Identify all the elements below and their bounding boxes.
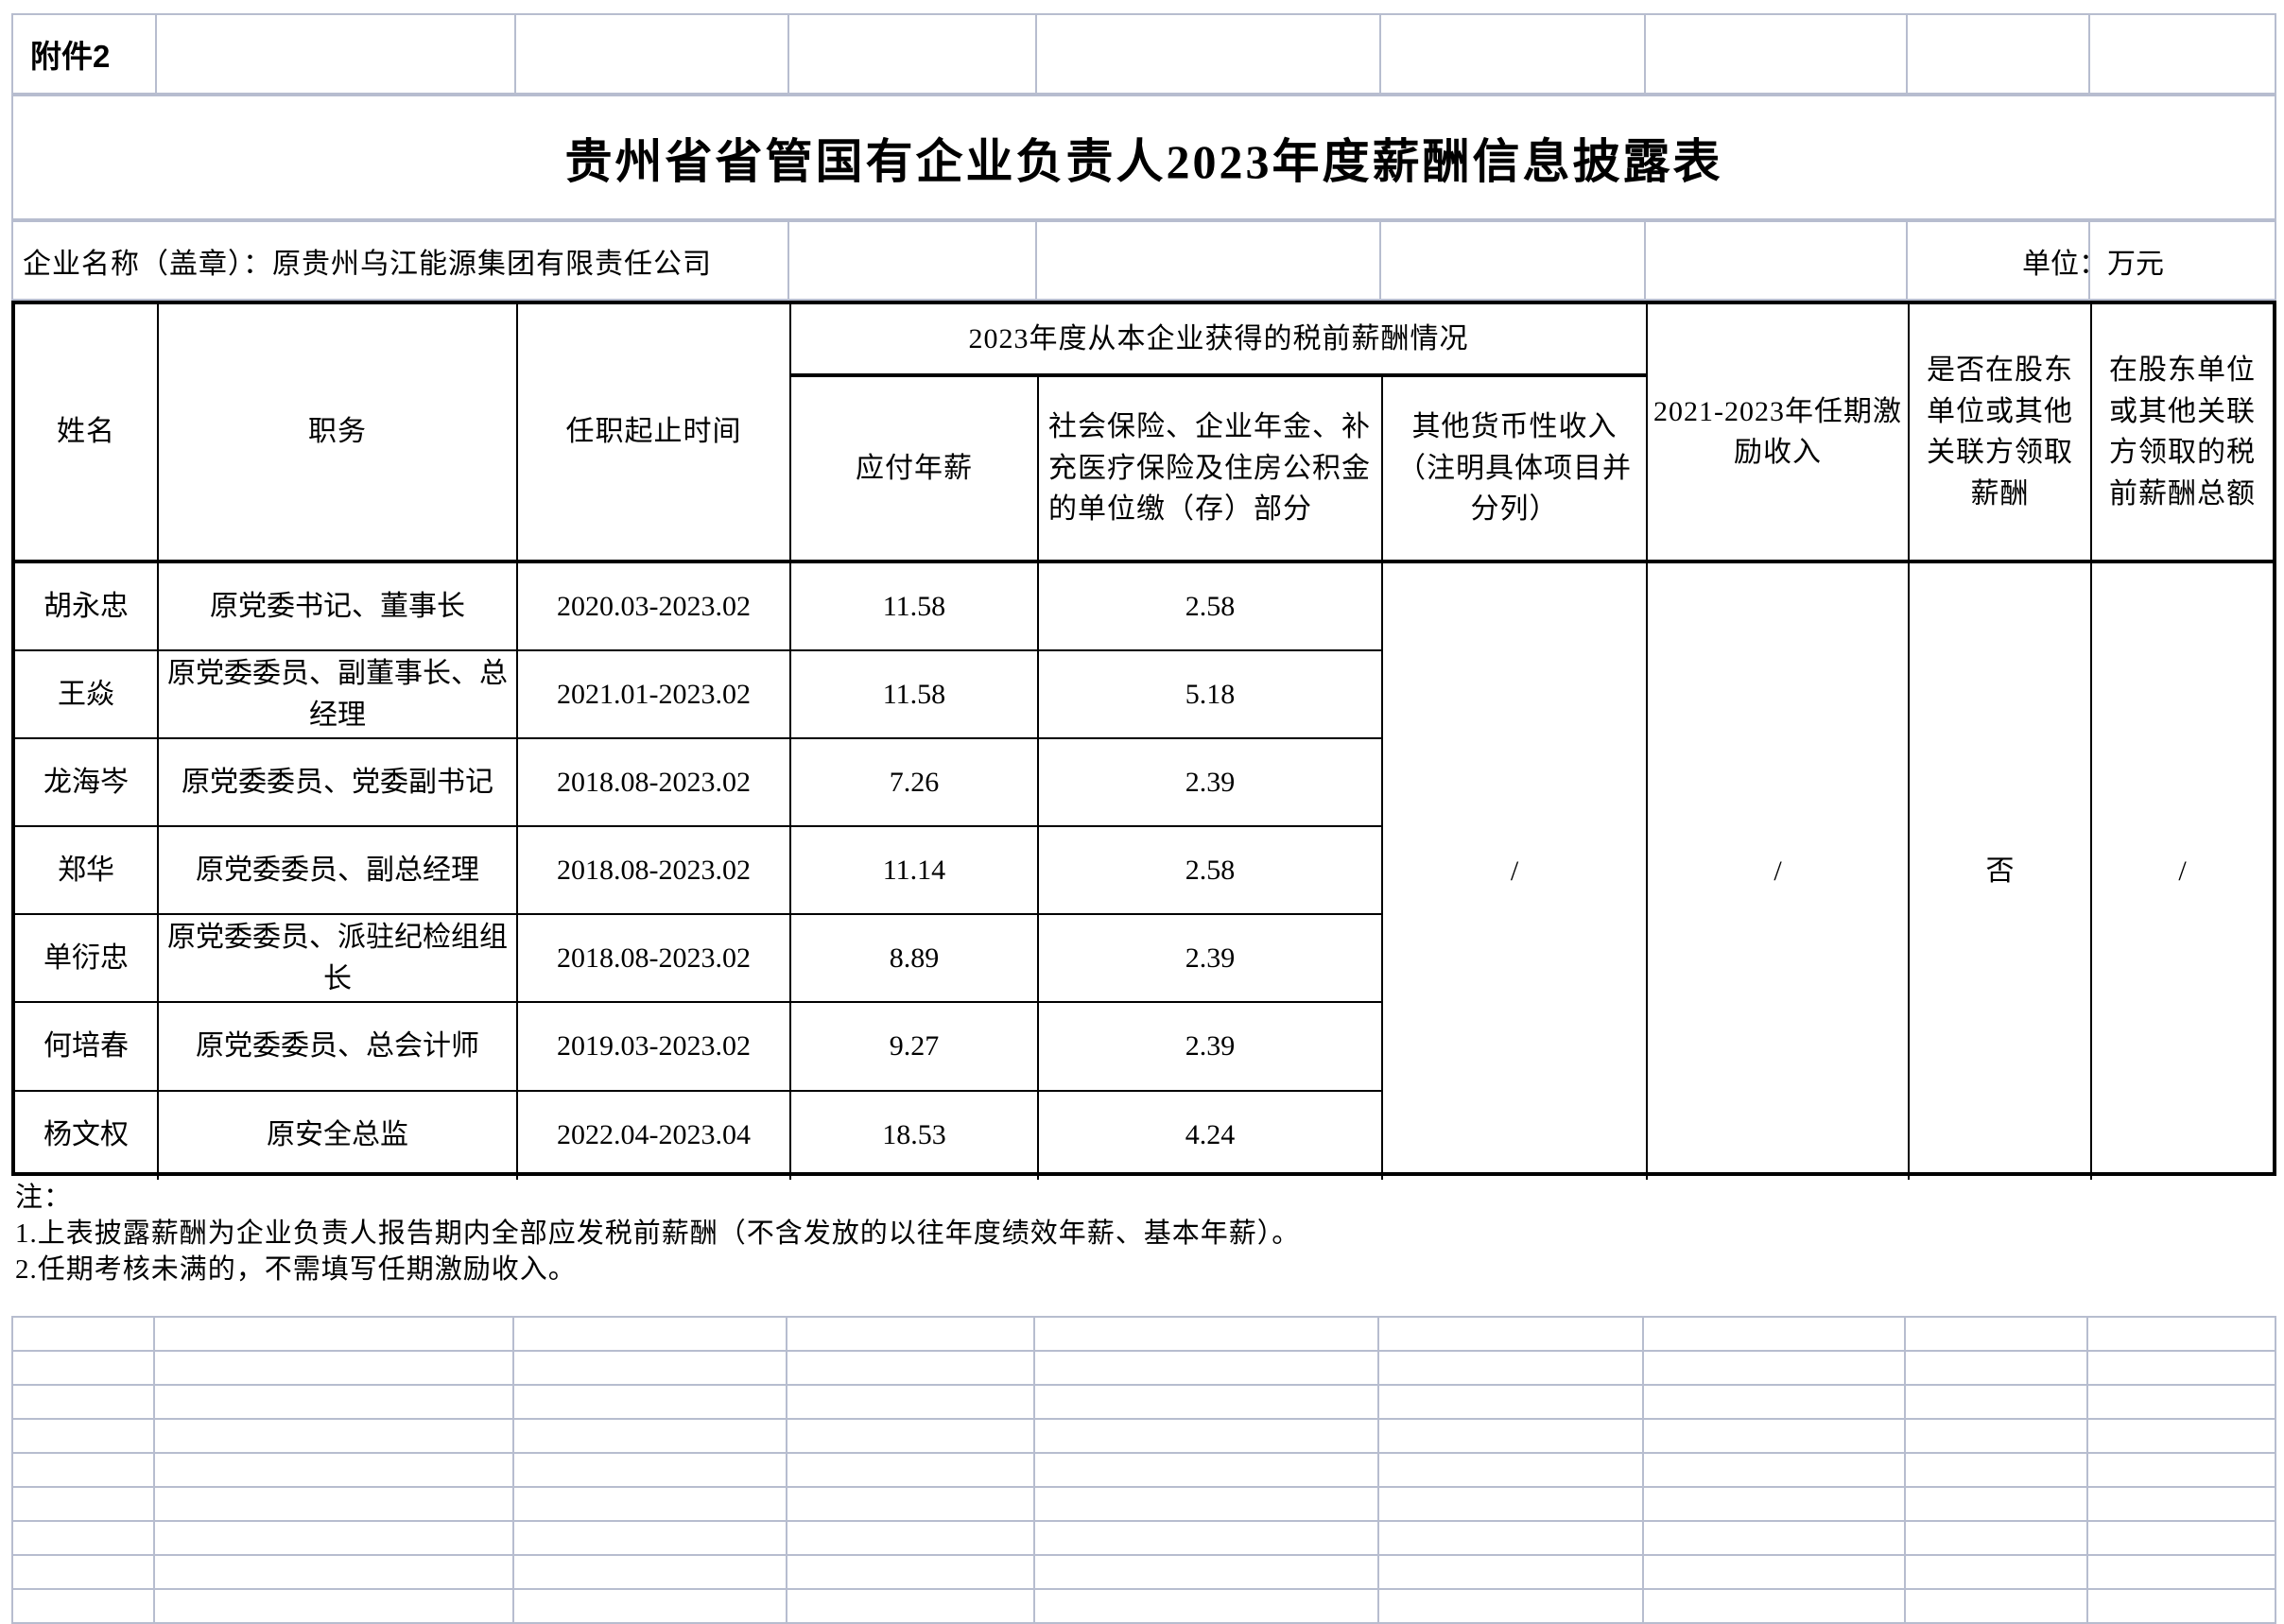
grid-line (786, 1316, 787, 1624)
cell-salary: 9.27 (791, 1003, 1039, 1092)
grid-line (155, 15, 157, 93)
notes-label: 注： (15, 1183, 73, 1213)
cell-name: 王焱 (15, 651, 159, 740)
grid-line (153, 1316, 155, 1624)
merged-incentive: / (1648, 563, 1910, 1180)
cell-salary: 7.26 (791, 739, 1039, 828)
note-line: 2.任期考核未满的，不需填写任期激励收入。 (15, 1254, 577, 1285)
cell-position: 原党委委员、派驻纪检组组长 (159, 915, 518, 1004)
header-incentive: 2021-2023年任期激励收入 (1648, 304, 1910, 563)
grid-line (1035, 15, 1037, 93)
cell-insurance: 4.24 (1039, 1091, 1383, 1180)
cell-tenure: 2018.08-2023.02 (518, 827, 791, 916)
merged-shareholder-pay: 否 (1910, 563, 2092, 1180)
cell-insurance: 2.58 (1039, 563, 1383, 652)
header-position: 职务 (159, 304, 518, 563)
grid-line (1644, 15, 1646, 93)
company-row: 企业名称（盖章）：原贵州乌江能源集团有限责任公司 单位：万元 (11, 220, 2276, 301)
grid-line (1379, 222, 1381, 299)
header-shareholder-total: 在股东单位或其他关联方领取的税前薪酬总额 (2092, 304, 2273, 563)
cell-tenure: 2022.04-2023.04 (518, 1091, 791, 1180)
cell-salary: 11.58 (791, 651, 1039, 740)
company-name-label: 企业名称（盖章）：原贵州乌江能源集团有限责任公司 (23, 248, 712, 280)
cell-tenure: 2018.08-2023.02 (518, 739, 791, 828)
cell-insurance: 5.18 (1039, 651, 1383, 740)
grid-line (787, 15, 789, 93)
cell-position: 原党委书记、董事长 (159, 563, 518, 652)
attachment-label: 附件2 (30, 39, 111, 74)
empty-grid (11, 1316, 2276, 1624)
cell-position: 原党委委员、党委副书记 (159, 739, 518, 828)
grid-line (1377, 1316, 1379, 1624)
cell-salary: 8.89 (791, 915, 1039, 1004)
cell-tenure: 2018.08-2023.02 (518, 915, 791, 1004)
header-salary-group: 2023年度从本企业获得的税前薪酬情况 (791, 304, 1648, 377)
header-shareholder-pay: 是否在股东单位或其他关联方领取薪酬 (1910, 304, 2092, 563)
merged-other-income: / (1383, 563, 1648, 1180)
grid-line (1035, 222, 1037, 299)
grid-line (2086, 1316, 2088, 1624)
header-tenure: 任职起止时间 (518, 304, 791, 563)
cell-position: 原党委委员、副总经理 (159, 827, 518, 916)
header-name: 姓名 (15, 304, 159, 563)
cell-insurance: 2.58 (1039, 827, 1383, 916)
grid-line (1904, 1316, 1906, 1624)
grid-line (512, 1316, 514, 1624)
cell-position: 原安全总监 (159, 1091, 518, 1180)
grid-line (1906, 222, 1908, 299)
cell-salary: 18.53 (791, 1091, 1039, 1180)
page-title: 贵州省省管国有企业负责人2023年度薪酬信息披露表 (564, 134, 1723, 188)
header-insurance: 社会保险、企业年金、补充医疗保险及住房公积金的单位缴（存）部分 (1039, 377, 1383, 563)
cell-insurance: 2.39 (1039, 739, 1383, 828)
cell-insurance: 2.39 (1039, 1003, 1383, 1092)
grid-line (1642, 1316, 1644, 1624)
salary-table: 姓名 职务 任职起止时间 2023年度从本企业获得的税前薪酬情况 应付年薪 社会… (11, 301, 2276, 1180)
top-row: 附件2 (11, 13, 2276, 95)
cell-position: 原党委委员、总会计师 (159, 1003, 518, 1092)
cell-name: 何培春 (15, 1003, 159, 1092)
grid-line (1033, 1316, 1035, 1624)
grid-line (1379, 15, 1381, 93)
cell-name: 杨文权 (15, 1091, 159, 1180)
cell-tenure: 2021.01-2023.02 (518, 651, 791, 740)
grid-line (2275, 1316, 2276, 1624)
header-payable-salary: 应付年薪 (791, 377, 1039, 563)
note-line: 1.上表披露薪酬为企业负责人报告期内全部应发税前薪酬（不含发放的以往年度绩效年薪… (15, 1218, 1301, 1249)
cell-tenure: 2020.03-2023.02 (518, 563, 791, 652)
cell-name: 单衍忠 (15, 915, 159, 1004)
grid-line (787, 222, 789, 299)
unit-label: 单位：万元 (2022, 248, 2164, 280)
title-row: 贵州省省管国有企业负责人2023年度薪酬信息披露表 (11, 95, 2276, 220)
cell-insurance: 2.39 (1039, 915, 1383, 1004)
cell-name: 郑华 (15, 827, 159, 916)
grid-line (2088, 222, 2090, 299)
grid-line (1906, 15, 1908, 93)
grid-line (2088, 15, 2090, 93)
cell-salary: 11.14 (791, 827, 1039, 916)
header-other-income: 其他货币性收入（注明具体项目并分列） (1383, 377, 1648, 563)
cell-salary: 11.58 (791, 563, 1039, 652)
grid-line (514, 15, 516, 93)
merged-shareholder-total: / (2178, 855, 2187, 888)
cell-name: 龙海岑 (15, 739, 159, 828)
grid-line (1644, 222, 1646, 299)
grid-line (11, 1316, 13, 1624)
cell-tenure: 2019.03-2023.02 (518, 1003, 791, 1092)
cell-name: 胡永忠 (15, 563, 159, 652)
notes-block: 注： 1.上表披露薪酬为企业负责人报告期内全部应发税前薪酬（不含发放的以往年度绩… (15, 1180, 1300, 1287)
cell-position: 原党委委员、副董事长、总经理 (159, 651, 518, 740)
